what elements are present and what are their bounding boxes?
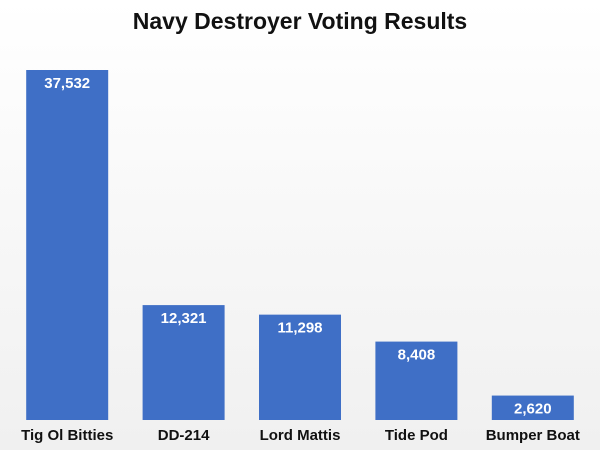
x-tick-label: Tide Pod	[385, 427, 448, 444]
value-label: 2,620	[514, 401, 552, 418]
bar	[26, 70, 109, 420]
x-tick-label: Lord Mattis	[260, 427, 341, 444]
x-tick-label: Tig Ol Bitties	[21, 427, 113, 444]
bar	[259, 314, 341, 420]
value-label: 8,408	[398, 347, 436, 364]
value-label: 37,532	[44, 75, 90, 92]
chart-title: Navy Destroyer Voting Results	[133, 8, 467, 34]
x-tick-label: Bumper Boat	[486, 427, 580, 444]
bar	[491, 395, 574, 420]
bar	[375, 341, 458, 420]
x-tick-label: DD-214	[158, 427, 210, 444]
value-label: 11,298	[277, 320, 322, 337]
value-label: 12,321	[161, 310, 207, 327]
bar	[142, 305, 225, 420]
